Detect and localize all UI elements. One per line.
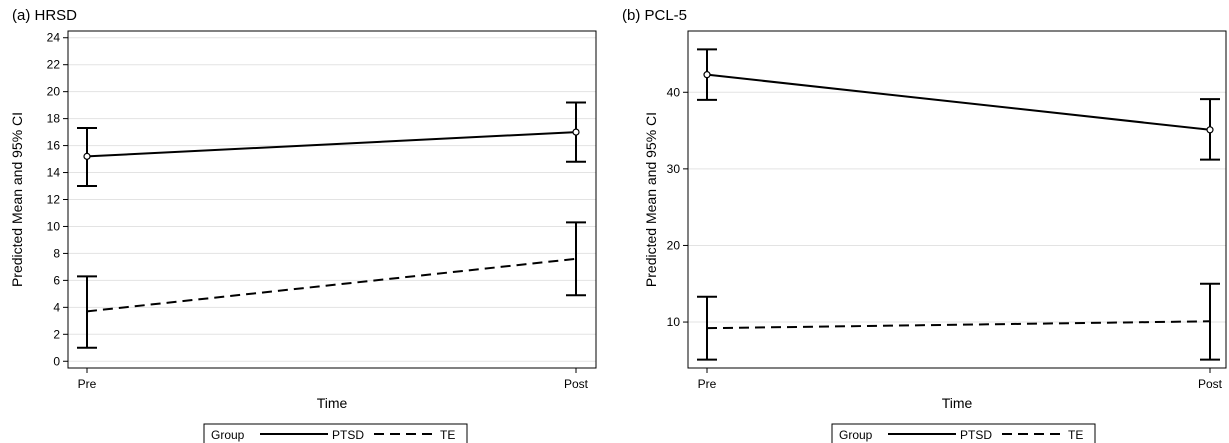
y-tick-label: 10	[47, 219, 61, 233]
y-tick-label: 0	[53, 354, 60, 368]
series-ptsd-point	[703, 71, 711, 79]
series-te-line	[86, 257, 577, 313]
x-tick-label: Post	[564, 377, 589, 391]
y-tick-label: 2	[53, 327, 60, 341]
panel-pcl5: (b) PCL-5 10 20 30 40 Pre Post Time Predicted Me…	[622, 7, 1227, 443]
plot-frame	[687, 30, 1227, 369]
y-tick-label: 6	[53, 273, 60, 287]
y-tick-label: 30	[667, 162, 681, 176]
series-ptsd-point	[572, 128, 580, 136]
x-axis-title: Time	[317, 395, 348, 411]
y-tick-label: 12	[47, 193, 61, 207]
x-tick-label: Pre	[698, 377, 717, 391]
y-axis-title: Predicted Mean and 95% CI	[643, 112, 659, 287]
series-ptsd-line	[86, 131, 577, 158]
x-tick-label: Pre	[78, 377, 97, 391]
series-ptsd-line	[706, 73, 1211, 131]
y-tick-label: 40	[667, 85, 681, 99]
legend-label-te: TE	[1068, 428, 1083, 442]
legend-label-ptsd: PTSD	[332, 428, 364, 442]
y-tick-label: 10	[667, 315, 681, 329]
x-axis-title: Time	[942, 395, 973, 411]
y-tick-label: 14	[47, 166, 61, 180]
legend-title: Group	[839, 428, 873, 442]
y-tick-label: 16	[47, 139, 61, 153]
legend-title: Group	[211, 428, 245, 442]
y-axis-title: Predicted Mean and 95% CI	[9, 112, 25, 287]
legend-box	[203, 423, 468, 443]
y-tick-label: 20	[667, 238, 681, 252]
y-tick-label: 18	[47, 112, 61, 126]
y-tick-label: 4	[53, 300, 60, 314]
legend-box	[831, 423, 1096, 443]
series-te-line	[706, 320, 1211, 330]
y-tick-label: 22	[47, 58, 61, 72]
series-ptsd-point	[83, 152, 91, 160]
legend-label-te: TE	[440, 428, 455, 442]
panel-title: (b) PCL-5	[622, 7, 687, 24]
x-tick-label: Post	[1198, 377, 1223, 391]
legend-label-ptsd: PTSD	[960, 428, 992, 442]
y-tick-label: 8	[53, 246, 60, 260]
y-tick-label: 24	[47, 31, 61, 45]
y-tick-label: 20	[47, 85, 61, 99]
panel-title: (a) HRSD	[12, 7, 77, 24]
series-ptsd-point	[1206, 126, 1214, 134]
